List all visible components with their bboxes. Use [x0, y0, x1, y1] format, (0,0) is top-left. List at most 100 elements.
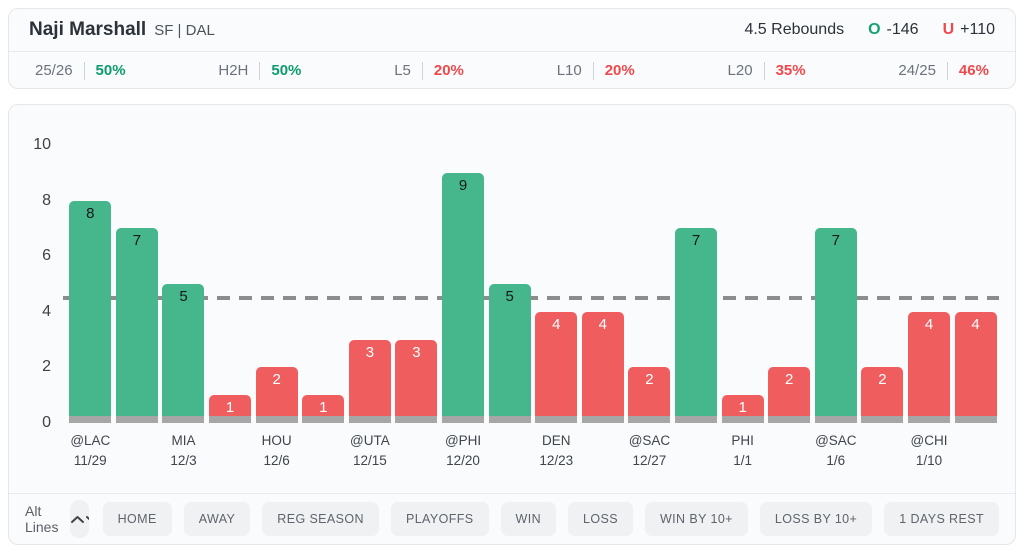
bar-base	[907, 416, 950, 423]
alt-lines-label: Alt Lines	[25, 503, 59, 535]
under-odds-button[interactable]: U +110	[943, 21, 995, 39]
alt-line-down-button[interactable]	[85, 500, 89, 538]
bar-base	[768, 416, 811, 423]
bar-slot: 2	[859, 145, 906, 423]
game-bar[interactable]: 5	[488, 284, 531, 423]
bar-value: 4	[924, 316, 934, 333]
stat-item-l5: L5 20%	[394, 61, 464, 80]
game-bar[interactable]: 2	[861, 367, 904, 423]
y-axis-tick: 4	[42, 302, 51, 320]
bar-value: 7	[691, 232, 701, 249]
filter-chip-1-days-rest[interactable]: 1 DAYS REST	[884, 502, 999, 536]
filter-chip-away[interactable]: AWAY	[183, 502, 251, 536]
game-bar[interactable]: 9	[442, 173, 485, 423]
game-bar[interactable]: 1	[721, 395, 764, 423]
filter-chip-home[interactable]: HOME	[102, 502, 172, 536]
filter-chip-loss-by-10-[interactable]: LOSS BY 10+	[759, 502, 873, 536]
filter-chip-loss[interactable]: LOSS	[568, 502, 633, 536]
stat-value: 20%	[604, 62, 635, 79]
filter-chip-win[interactable]: WIN	[500, 502, 557, 536]
player-position-team: SF | DAL	[154, 22, 215, 39]
game-bar[interactable]: 7	[115, 228, 158, 423]
bar-base	[255, 416, 298, 423]
bar-value: 2	[272, 371, 281, 388]
bar-slot: 4	[533, 145, 580, 423]
x-axis-label	[673, 431, 720, 470]
filter-chip-win-by-10-[interactable]: WIN BY 10+	[644, 502, 748, 536]
game-bar[interactable]: 2	[768, 367, 811, 423]
x-axis-label: @CHI 1/10	[910, 433, 948, 468]
bar-value: 3	[365, 344, 375, 361]
bar-base	[209, 416, 252, 423]
game-bar[interactable]: 1	[302, 395, 345, 423]
stat-item-l10: L10 20%	[557, 61, 635, 80]
y-axis-tick: 0	[42, 414, 51, 431]
stat-label: 24/25	[898, 62, 936, 79]
bar-base	[861, 416, 904, 423]
bar-base	[488, 416, 531, 423]
filter-chip-playoffs[interactable]: PLAYOFFS	[390, 502, 489, 536]
x-axis-label: @LAC 11/29	[70, 433, 111, 468]
bar-value: 4	[971, 316, 980, 333]
game-bar[interactable]: 2	[255, 367, 298, 423]
x-axis-label	[114, 431, 161, 470]
stat-value: 46%	[958, 62, 989, 79]
bar-slot: 4	[952, 145, 999, 423]
player-name: Naji Marshall	[29, 19, 147, 40]
game-bar[interactable]: 4	[907, 312, 950, 423]
x-axis-label	[393, 431, 440, 470]
game-bar[interactable]: 4	[535, 312, 578, 423]
stat-value: 50%	[271, 62, 302, 79]
alt-lines-stepper	[70, 500, 89, 538]
stats-row: 25/26 50% H2H 50% L5 20% L10 20% L20 35% 24/25 46%	[9, 52, 1015, 89]
bar-value: 2	[645, 371, 654, 388]
game-bar[interactable]: 7	[675, 228, 718, 423]
over-odds-value: -146	[886, 21, 919, 38]
stat-item-l20: L20 35%	[728, 61, 806, 80]
alt-line-up-button[interactable]	[70, 500, 85, 538]
bar-slot: 7	[673, 145, 720, 423]
y-axis-tick: 6	[42, 247, 51, 265]
bar-slot: 3	[347, 145, 394, 423]
chevron-up-icon	[71, 515, 85, 523]
x-axis-label: MIA 12/3	[170, 433, 197, 468]
stat-divider	[259, 61, 261, 80]
x-axis-label	[859, 431, 906, 470]
bar-base	[814, 416, 857, 423]
game-bar[interactable]: 4	[954, 312, 997, 423]
bar-slot: 7	[114, 145, 161, 423]
game-bar[interactable]: 1	[209, 395, 252, 423]
bar-value: 4	[598, 316, 607, 333]
bar-base	[115, 416, 158, 423]
stat-divider	[421, 61, 423, 80]
x-axis-label: HOU 12/6	[261, 433, 292, 468]
bar-value: 1	[738, 399, 747, 416]
bar-value: 4	[552, 316, 561, 333]
game-bar[interactable]: 3	[348, 340, 391, 423]
stat-divider	[763, 61, 765, 80]
stat-label: H2H	[218, 62, 249, 79]
game-bar[interactable]: 3	[395, 340, 438, 423]
over-odds-button[interactable]: O -146	[868, 21, 918, 39]
game-bar[interactable]: 5	[162, 284, 205, 423]
bar-value: 3	[412, 344, 421, 361]
game-bar[interactable]: 2	[628, 367, 671, 423]
game-bar[interactable]: 8	[69, 201, 112, 423]
stat-value: 20%	[433, 62, 464, 79]
bar-slot: 5	[160, 145, 207, 423]
bar-slot: 4	[906, 145, 953, 423]
game-bar[interactable]: 4	[581, 312, 624, 423]
filter-chip-reg-season[interactable]: REG SEASON	[262, 502, 379, 536]
bar-slot: 3	[393, 145, 440, 423]
x-axis-label	[580, 431, 627, 470]
bar-slot: 2	[626, 145, 673, 423]
prop-line-label: 4.5 Rebounds	[744, 21, 845, 38]
stat-divider	[592, 61, 594, 80]
bar-value: 2	[785, 371, 794, 388]
game-bar[interactable]: 7	[814, 228, 857, 423]
bar-base	[162, 416, 205, 423]
bar-base	[675, 416, 718, 423]
under-odds-value: +110	[960, 21, 995, 38]
bar-slot: 1	[207, 145, 254, 423]
